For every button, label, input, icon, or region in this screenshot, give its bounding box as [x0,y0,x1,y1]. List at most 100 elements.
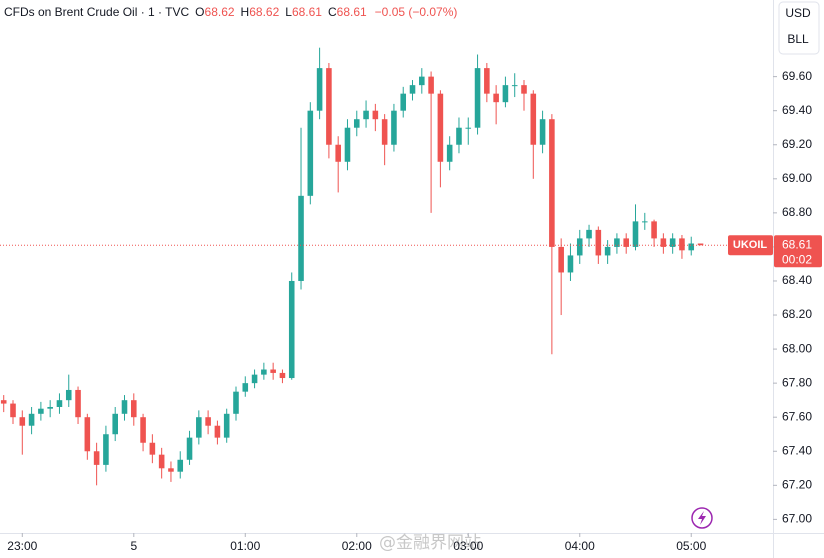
candle-body [465,127,472,129]
x-tick-label: 23:00 [7,539,37,553]
candle-body [196,417,202,438]
candle-body [539,119,546,145]
candle-body [688,243,695,251]
candle-body [177,459,184,472]
candle-body [335,144,341,162]
candle-body [93,451,100,465]
price-tag-value: 68.61 [782,237,812,251]
y-tick-label: 68.40 [782,273,812,287]
y-tick-label: 68.80 [782,205,812,219]
currency[interactable]: USD [785,6,811,20]
x-tick-label: 05:00 [676,539,706,553]
candle-body [140,417,146,443]
candle-body [679,238,685,251]
unit[interactable]: BLL [787,32,809,46]
candle-body [112,413,118,435]
candle-body [595,229,602,256]
candle-body [186,437,193,460]
candle-body [437,93,444,162]
candle-body [307,110,314,196]
candle-body [242,383,249,392]
candle-body [474,68,481,128]
l-label: L [285,5,292,19]
candle-body [298,195,304,281]
candle-body [84,417,91,452]
candle-body [363,110,369,120]
y-tick-label: 67.40 [782,443,812,457]
candle-body [214,425,221,438]
candle-body [484,68,490,94]
candle-body [428,76,434,94]
candle-body [10,403,16,418]
candle-body [641,221,648,223]
x-tick-label: 04:00 [565,539,595,553]
watermark: @金融界网站 [379,533,481,553]
c-value: 68.61 [337,5,367,19]
candle-body [326,68,332,145]
candle-body [511,85,518,87]
candle-body [288,280,295,379]
candle-body [372,110,379,120]
unit-box[interactable] [778,1,820,55]
legend: CFDs on Brent Crude Oil · 1 · TVC O68.62 H… [4,5,457,19]
candle-body [576,238,583,256]
candle-body [521,85,527,94]
candle-body [567,255,574,273]
price-tag [774,235,822,268]
candle-body [56,400,63,407]
lightning-button[interactable] [691,507,713,529]
candle-body [158,454,165,469]
candle-body [65,389,72,401]
candle-body [456,127,462,145]
candle-body [47,406,53,409]
candle-body [279,372,286,379]
change: −0.05 (−0.07%) [375,5,458,19]
candles [0,47,704,486]
candle-body [669,238,676,247]
y-tick-label: 67.60 [782,409,812,423]
candle-body [19,417,26,426]
y-tick-label: 67.80 [782,375,812,389]
candle-body [223,413,230,438]
y-tick-label: 69.20 [782,137,812,151]
y-tick-label: 69.40 [782,103,812,117]
candle-body [316,68,323,111]
candle-body [493,93,499,103]
lightning-icon[interactable] [698,511,706,525]
x-tick-label: 01:00 [230,539,260,553]
symbol-tag-label: UKOIL [733,239,768,251]
candle-body [660,238,667,247]
candle-body [261,369,267,375]
o-label: O [195,5,204,19]
candle-body [558,246,564,273]
candle-body [419,76,425,86]
candle-body [353,119,360,128]
candle-body [400,93,407,111]
candle-body [586,229,592,239]
candle-body [604,246,611,256]
candle-body [233,391,239,414]
candle-body [121,400,128,414]
candle-body [391,110,397,145]
candle-body [131,400,137,418]
candle-body [168,468,174,472]
candle-body [251,374,258,384]
symbol-tag [728,235,773,256]
x-tick-label: 5 [130,539,137,553]
candle-body [446,144,453,162]
candle-body [632,221,639,247]
h-label: H [241,5,250,19]
candle-body [28,413,35,426]
y-tick-label: 69.00 [782,171,812,185]
candle-body [409,85,416,94]
candle-body [697,243,704,246]
candle-body [205,417,211,426]
candle-body [38,408,44,414]
candle-body [75,389,81,418]
candle-body [614,238,620,247]
y-tick-label: 69.60 [782,69,812,83]
candle-body [530,93,537,145]
candle-body [270,369,276,373]
candle-body [149,442,156,455]
